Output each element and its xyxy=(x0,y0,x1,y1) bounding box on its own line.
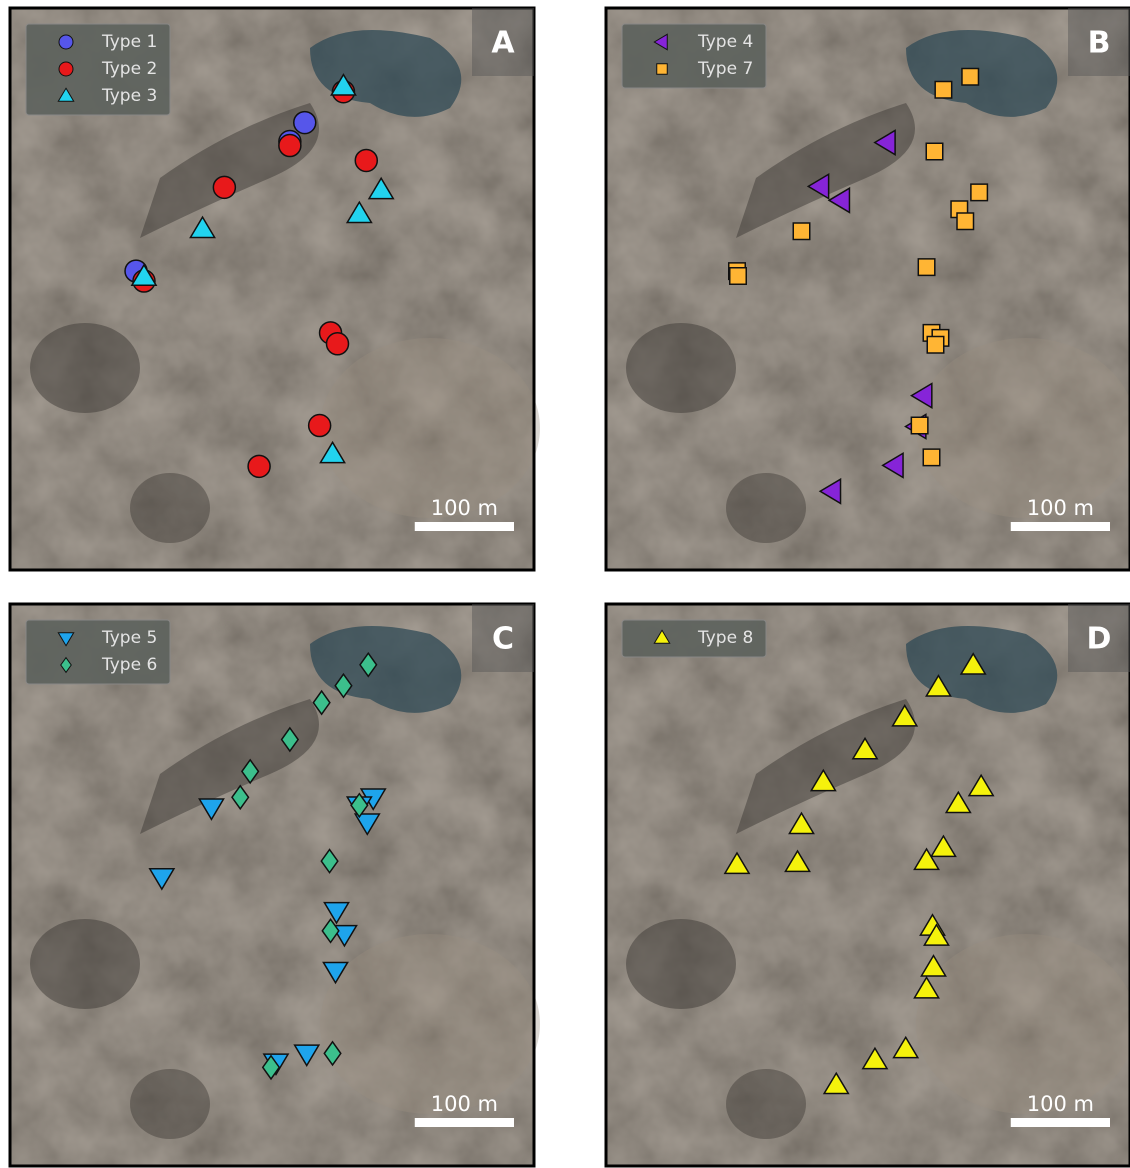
crater xyxy=(30,323,140,413)
point xyxy=(279,135,301,157)
light-terrain xyxy=(320,338,540,518)
point xyxy=(957,213,974,230)
legend-marker xyxy=(59,62,73,76)
legend-label: Type 6 xyxy=(101,655,157,675)
legend-label: Type 1 xyxy=(101,32,157,52)
panel: D Type 8 100 m xyxy=(606,604,1130,1166)
light-terrain xyxy=(320,934,540,1114)
legend-marker xyxy=(59,35,73,49)
point xyxy=(962,69,979,86)
crater xyxy=(130,473,210,543)
crater xyxy=(626,919,736,1009)
panel-label: C xyxy=(492,622,514,657)
panel: B Type 4 Type 7 100 m xyxy=(606,8,1130,570)
scale-bar xyxy=(1011,1118,1110,1127)
legend-label: Type 5 xyxy=(101,628,157,648)
legend-label: Type 4 xyxy=(697,32,753,52)
scale-bar-label: 100 m xyxy=(1027,1092,1094,1116)
point xyxy=(294,112,316,134)
panel: A Type 1 Type 2 Type 3 100 m xyxy=(10,8,540,570)
scale-bar xyxy=(415,1118,514,1127)
crater xyxy=(130,1069,210,1139)
legend-label: Type 3 xyxy=(101,86,157,106)
crater xyxy=(30,919,140,1009)
point xyxy=(730,268,747,285)
scale-bar xyxy=(1011,522,1110,531)
legend-marker xyxy=(657,64,668,75)
point xyxy=(327,333,349,355)
crater xyxy=(726,473,806,543)
panel-label: D xyxy=(1087,622,1112,657)
panel-label: A xyxy=(491,26,515,61)
scale-bar xyxy=(415,522,514,531)
point xyxy=(971,184,988,201)
scale-bar-label: 100 m xyxy=(431,496,498,520)
point xyxy=(911,417,928,434)
light-terrain xyxy=(916,934,1130,1114)
point xyxy=(926,143,943,160)
point xyxy=(923,449,940,466)
point xyxy=(248,455,270,477)
legend-label: Type 7 xyxy=(697,59,753,79)
figure: A Type 1 Type 2 Type 3 100 m B Type 4 Type 7 100… xyxy=(0,0,1130,1168)
panel: C Type 5 Type 6 100 m xyxy=(10,604,540,1166)
scale-bar-label: 100 m xyxy=(1027,496,1094,520)
panel-label: B xyxy=(1088,26,1111,61)
point xyxy=(355,149,377,171)
point xyxy=(213,176,235,198)
point xyxy=(793,223,810,240)
point xyxy=(918,259,935,276)
crater xyxy=(726,1069,806,1139)
point xyxy=(935,81,952,98)
scale-bar-label: 100 m xyxy=(431,1092,498,1116)
light-terrain xyxy=(916,338,1130,518)
legend-label: Type 2 xyxy=(101,59,157,79)
legend-label: Type 8 xyxy=(697,628,753,648)
crater xyxy=(626,323,736,413)
point xyxy=(927,337,944,354)
point xyxy=(309,415,331,437)
